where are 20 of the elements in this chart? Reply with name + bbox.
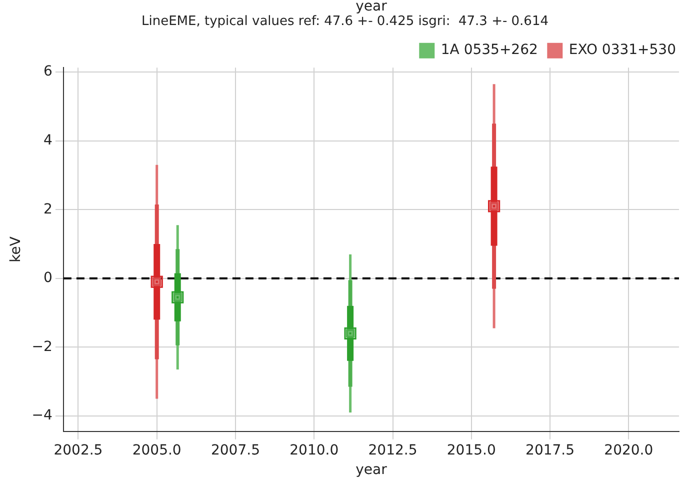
y-tick-label: −4: [32, 408, 53, 424]
legend-label: 1A 0535+262: [440, 42, 538, 58]
chart-title: LineEME, typical values ref: 47.6 +- 0.425 isgri: 47.3 +- 0.614: [142, 14, 548, 30]
x-tick-label: 2002.5: [54, 442, 103, 458]
y-tick-label: 6: [44, 64, 53, 80]
x-tick-label: 2007.5: [210, 442, 260, 458]
x-tick-label: 2005.0: [132, 442, 182, 458]
y-axis-title: keV: [8, 236, 24, 262]
y-tick-label: −2: [32, 338, 52, 355]
legend-label: EXO 0331+530: [568, 42, 676, 58]
x-tick-label: 2017.5: [526, 442, 575, 458]
x-tick-label: 2020.0: [604, 442, 654, 458]
x-tick-label: 2015.0: [446, 442, 496, 458]
y-tick-label: 2: [44, 201, 52, 218]
x-tick-label: 2010.0: [290, 442, 339, 458]
text: year: [356, 0, 388, 15]
y-tick-label: 0: [44, 270, 52, 286]
y-tick-label: 4: [44, 132, 53, 148]
x-axis-title: year: [356, 462, 388, 478]
x-tick-label: 2012.5: [368, 442, 418, 458]
